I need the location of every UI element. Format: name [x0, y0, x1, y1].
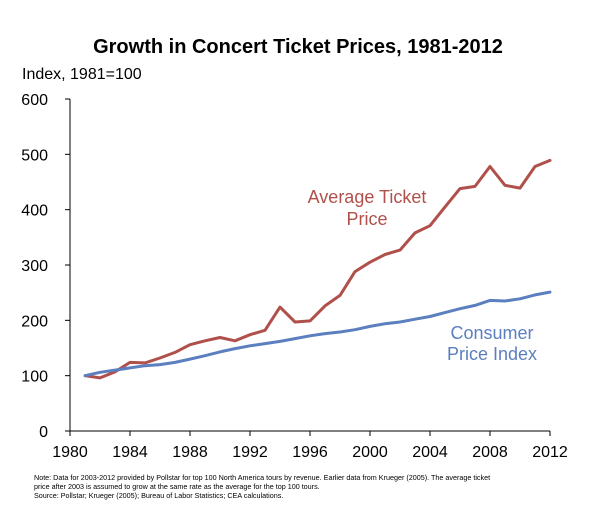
y-tick-label: 400 — [21, 203, 48, 220]
x-tick-label: 2012 — [532, 444, 568, 461]
y-tick-label: 200 — [21, 313, 48, 330]
annotation-cpi: Consumer Price Index — [447, 323, 537, 364]
series — [83, 158, 552, 380]
annotation-ticket-line2: Price — [346, 209, 387, 229]
x-tick-label: 2000 — [352, 444, 388, 461]
y-tick-label: 100 — [21, 369, 48, 386]
source-line: Source: Pollstar; Krueger (2005); Bureau… — [34, 491, 284, 500]
y-tick-label: 600 — [21, 92, 48, 109]
x-tick-label: 1984 — [112, 444, 148, 461]
y-tick-label: 300 — [21, 258, 48, 275]
x-tick-label: 1992 — [232, 444, 268, 461]
annotation-ticket: Average Ticket Price — [308, 187, 427, 229]
x-tick-label: 1980 — [52, 444, 88, 461]
ticks: 0 100 200 300 400 500 600 1980 1984 1988 1992 1996 2… — [21, 92, 568, 461]
chart-notes: Note: Data for 2003-2012 provided by Pol… — [34, 473, 579, 500]
series-line-ticket-price — [83, 158, 552, 380]
x-tick-label: 1996 — [292, 444, 328, 461]
x-tick-label: 2008 — [472, 444, 508, 461]
axes — [69, 99, 550, 432]
x-tick-label: 2004 — [412, 444, 448, 461]
x-tick-label: 1988 — [172, 444, 208, 461]
annotation-ticket-line1: Average Ticket — [308, 187, 427, 207]
annotation-cpi-line2: Price Index — [447, 344, 537, 364]
y-tick-label: 500 — [21, 147, 48, 164]
note-line-1: Note: Data for 2003-2012 provided by Pol… — [34, 473, 491, 482]
annotation-cpi-line1: Consumer — [450, 323, 533, 343]
chart: Growth in Concert Ticket Prices, 1981-20… — [21, 36, 568, 461]
note-line-2: price after 2003 is assumed to grow at t… — [34, 482, 320, 491]
chart-title: Growth in Concert Ticket Prices, 1981-20… — [93, 36, 503, 58]
series-line-cpi — [83, 290, 552, 378]
y-axis-label: Index, 1981=100 — [22, 66, 142, 83]
y-tick-label: 0 — [39, 424, 48, 441]
